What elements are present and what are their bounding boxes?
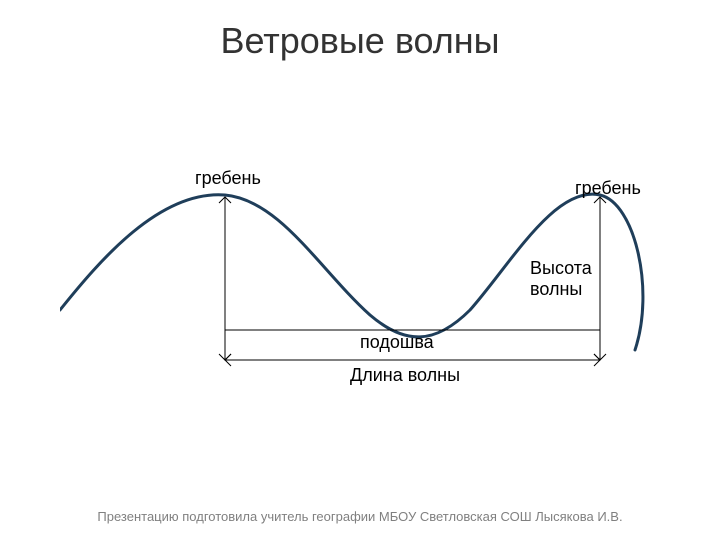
slide: Ветровые волны гребень гребень подошва Д…	[0, 0, 720, 540]
label-wavelength: Длина волны	[350, 365, 460, 386]
slide-title: Ветровые волны	[0, 20, 720, 62]
label-crest-right: гребень	[575, 178, 641, 199]
wave-diagram: гребень гребень подошва Длина волны Высо…	[60, 150, 660, 410]
footer-credit: Презентацию подготовила учитель географи…	[0, 509, 720, 525]
label-waveheight: Высота волны	[530, 258, 592, 300]
label-trough: подошва	[360, 332, 434, 353]
label-crest-left: гребень	[195, 168, 261, 189]
